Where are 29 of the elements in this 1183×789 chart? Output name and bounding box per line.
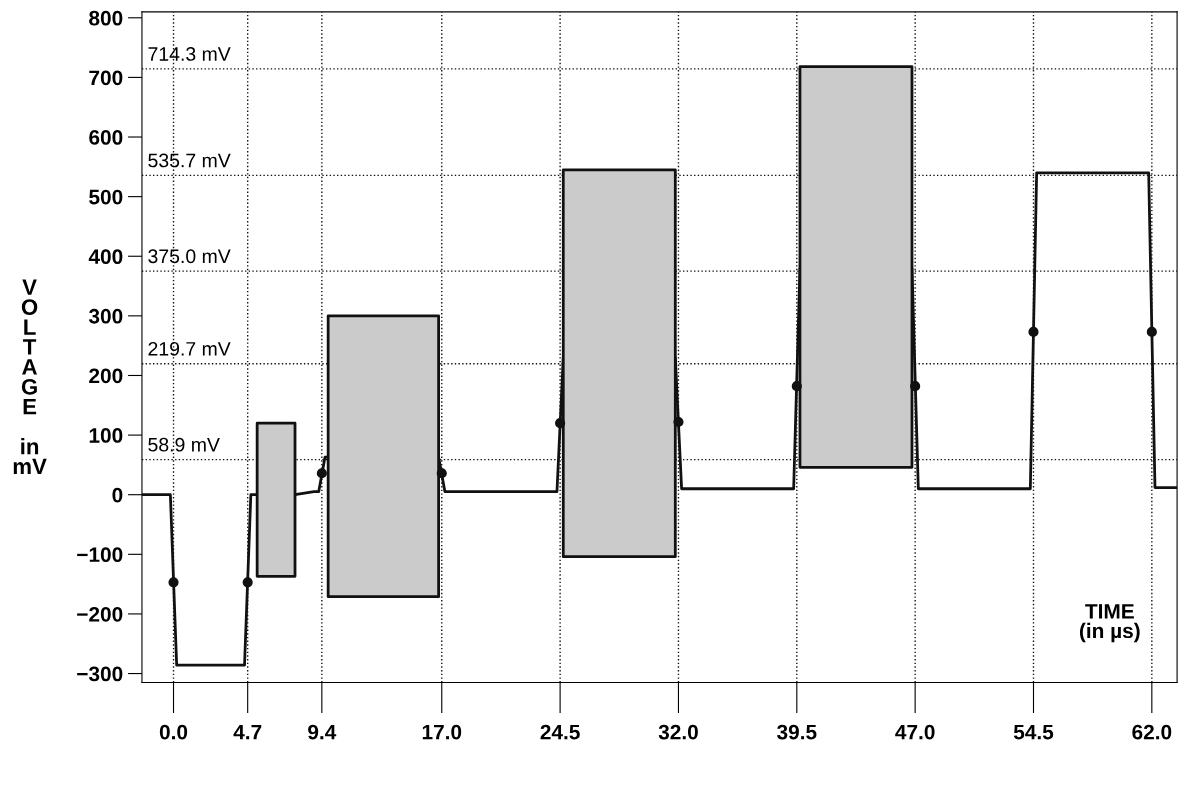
x-tick-label: 24.5 — [540, 724, 580, 740]
x-tick-label: 47.0 — [895, 724, 935, 740]
ref-line-label: 219.7 mV — [148, 341, 231, 356]
ref-line-label: 58.9 mV — [148, 437, 220, 452]
y-tick-label: 500 — [89, 189, 123, 205]
y-tick-label: 100 — [89, 428, 123, 443]
x-tick-label: 17.0 — [422, 724, 462, 740]
y-tick-label: 300 — [88, 308, 123, 324]
x-tick-label: 62.0 — [1132, 724, 1172, 740]
text: VOLTAGE in mV — [13, 279, 47, 475]
y-tick-label: 600 — [89, 130, 123, 145]
x-tick-label: 54.5 — [1013, 724, 1054, 740]
ref-line-label: 714.3 mV — [148, 47, 231, 61]
y-tick-label: 800 — [89, 10, 123, 26]
y-tick-label: 400 — [88, 249, 123, 264]
ref-line-label: 535.7 mV — [148, 153, 231, 168]
x-axis-title: TIME (in µs) — [1079, 604, 1140, 643]
x-tick-label: 9.4 — [308, 724, 337, 740]
y-tick-label: 700 — [89, 70, 123, 86]
x-tick-label: 39.5 — [777, 724, 817, 740]
x-tick-label: 0.0 — [159, 724, 188, 740]
y-tick-label: 0 — [112, 487, 123, 503]
y-tick-label: −200 — [77, 606, 123, 622]
y-tick-label: −300 — [77, 666, 123, 682]
ref-line-label: 375.0 mV — [148, 249, 231, 264]
x-tick-label: 4.7 — [233, 724, 262, 740]
y-tick-label: −100 — [77, 547, 123, 563]
x-tick-label: 32.0 — [658, 724, 698, 740]
y-tick-label: 200 — [89, 368, 123, 384]
